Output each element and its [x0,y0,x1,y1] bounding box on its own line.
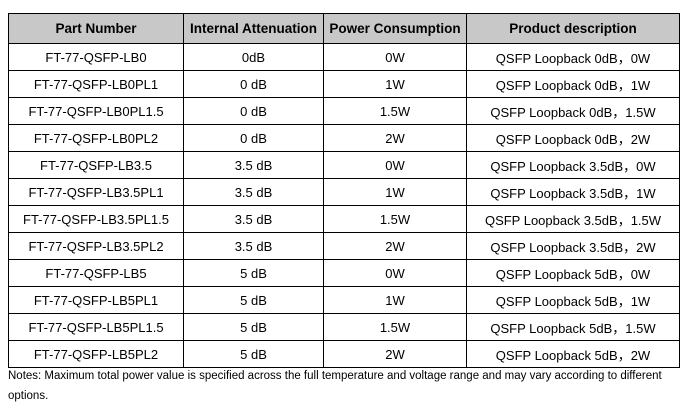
cell-description: QSFP Loopback 3.5dB，0W [466,151,680,179]
cell-attenuation: 5 dB [183,313,324,341]
cell-power: 1.5W [323,97,467,125]
cell-description: QSFP Loopback 0dB，2W [466,124,680,152]
table-row: FT-77-QSFP-LB3.5PL1 3.5 dB 1W QSFP Loopback… [8,178,680,206]
header-internal-attenuation: Internal Attenuation [183,13,324,44]
cell-part-number: FT-77-QSFP-LB0PL2 [8,124,184,152]
cell-power: 2W [323,232,467,260]
cell-part-number: FT-77-QSFP-LB3.5PL1.5 [8,205,184,233]
cell-part-number: FT-77-QSFP-LB5PL1.5 [8,313,184,341]
cell-power: 1W [323,70,467,98]
cell-part-number: FT-77-QSFP-LB0PL1.5 [8,97,184,125]
table-row: FT-77-QSFP-LB5PL2 5 dB 2W QSFP Loopback 5dB… [8,340,680,368]
table-row: FT-77-QSFP-LB3.5 3.5 dB 0W QSFP Loopback 3.… [8,151,680,179]
part-number-table: Part Number Internal Attenuation Power C… [8,13,680,368]
cell-description: QSFP Loopback 3.5dB，1W [466,178,680,206]
cell-description: QSFP Loopback 5dB，2W [466,340,680,368]
cell-description: QSFP Loopback 0dB，1.5W [466,97,680,125]
header-part-number: Part Number [8,13,184,44]
cell-power: 1.5W [323,313,467,341]
cell-description: QSFP Loopback 0dB，1W [466,70,680,98]
table-row: FT-77-QSFP-LB0PL1 0 dB 1W QSFP Loopback 0dB… [8,70,680,98]
table-row: FT-77-QSFP-LB3.5PL1.5 3.5 dB 1.5W QSFP Loop… [8,205,680,233]
cell-description: QSFP Loopback 3.5dB，1.5W [466,205,680,233]
cell-power: 0W [323,259,467,287]
cell-power: 0W [323,43,467,71]
cell-attenuation: 3.5 dB [183,151,324,179]
cell-part-number: FT-77-QSFP-LB5 [8,259,184,287]
cell-part-number: FT-77-QSFP-LB0 [8,43,184,71]
cell-attenuation: 3.5 dB [183,232,324,260]
cell-attenuation: 5 dB [183,286,324,314]
table-row: FT-77-QSFP-LB5PL1.5 5 dB 1.5W QSFP Loopback… [8,313,680,341]
cell-attenuation: 0 dB [183,97,324,125]
notes: Notes: Maximum total power value is spec… [8,370,662,402]
cell-attenuation: 5 dB [183,340,324,368]
cell-attenuation: 0 dB [183,70,324,98]
cell-attenuation: 0dB [183,43,324,71]
cell-description: QSFP Loopback 0dB，0W [466,43,680,71]
cell-part-number: FT-77-QSFP-LB5PL1 [8,286,184,314]
header-product-description: Product description [466,13,680,44]
cell-description: QSFP Loopback 3.5dB，2W [466,232,680,260]
table-row: FT-77-QSFP-LB0PL1.5 0 dB 1.5W QSFP Loopback… [8,97,680,125]
cell-attenuation: 0 dB [183,124,324,152]
cell-part-number: FT-77-QSFP-LB3.5PL2 [8,232,184,260]
cell-description: QSFP Loopback 5dB，0W [466,259,680,287]
table-row: FT-77-QSFP-LB5PL1 5 dB 1W QSFP Loopback 5dB… [8,286,680,314]
cell-description: QSFP Loopback 5dB，1W [466,286,680,314]
cell-power: 1W [323,286,467,314]
cell-attenuation: 3.5 dB [183,205,324,233]
cell-attenuation: 5 dB [183,259,324,287]
cell-part-number: FT-77-QSFP-LB0PL1 [8,70,184,98]
header-row: Part Number Internal Attenuation Power C… [8,13,680,44]
table-row: FT-77-QSFP-LB0PL2 0 dB 2W QSFP Loopback 0dB… [8,124,680,152]
cell-power: 1W [323,178,467,206]
cell-description: QSFP Loopback 5dB，1.5W [466,313,680,341]
cell-part-number: FT-77-QSFP-LB5PL2 [8,340,184,368]
table-row: FT-77-QSFP-LB0 0dB 0W QSFP Loopback 0dB，0W [8,43,680,71]
cell-part-number: FT-77-QSFP-LB3.5 [8,151,184,179]
header-power-consumption: Power Consumption [323,13,467,44]
cell-power: 2W [323,340,467,368]
cell-attenuation: 3.5 dB [183,178,324,206]
table-row: FT-77-QSFP-LB3.5PL2 3.5 dB 2W QSFP Loopback… [8,232,680,260]
table-row: FT-77-QSFP-LB5 5 dB 0W QSFP Loopback 5dB，0W [8,259,680,287]
cell-part-number: FT-77-QSFP-LB3.5PL1 [8,178,184,206]
cell-power: 0W [323,151,467,179]
cell-power: 1.5W [323,205,467,233]
cell-power: 2W [323,124,467,152]
